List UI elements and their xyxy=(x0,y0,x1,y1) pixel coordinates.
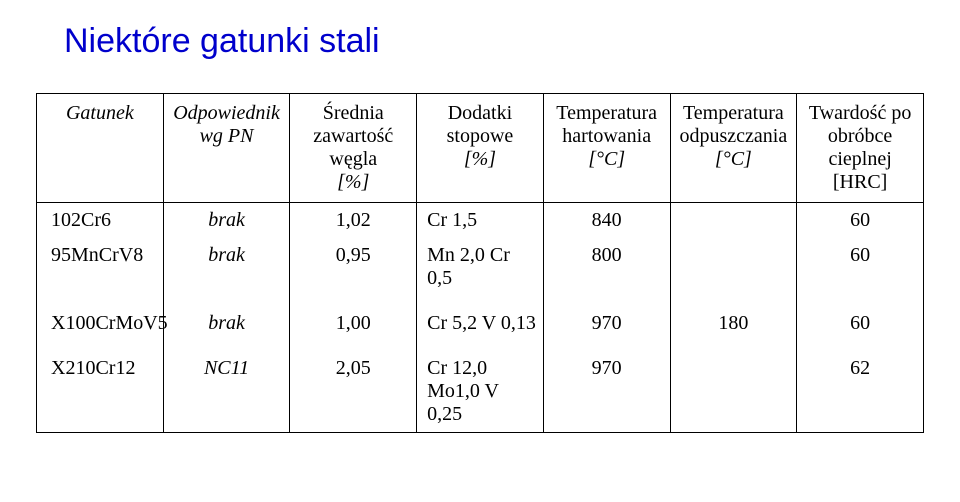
cell-wegiel: 0,95 xyxy=(290,238,417,296)
cell-wegiel: 1,00 xyxy=(290,306,417,341)
cell-dodatki: Mn 2,0 Cr 0,5 xyxy=(417,238,544,296)
cell-wegiel: 1,02 xyxy=(290,203,417,239)
cell-dodatki: Cr 12,0 Mo1,0 V 0,25 xyxy=(417,351,544,433)
cell-odp: brak xyxy=(163,238,290,296)
col-header-dodatki: Dodatki stopowe [%] xyxy=(417,94,544,203)
cell-wegiel: 2,05 xyxy=(290,351,417,433)
cell-tward: 60 xyxy=(797,238,924,296)
cell-odp: brak xyxy=(163,203,290,239)
table-spacer xyxy=(37,296,924,306)
table-spacer xyxy=(37,341,924,351)
cell-dodatki: Cr 1,5 xyxy=(417,203,544,239)
col-header-wegiel: Średnia zawartość węgla [%] xyxy=(290,94,417,203)
col-header-odpowiednik: Odpowiednik wg PN xyxy=(163,94,290,203)
col-header-thart: Temperatura hartowania [°C] xyxy=(543,94,670,203)
cell-thart: 970 xyxy=(543,306,670,341)
cell-gatunek: 102Cr6 xyxy=(37,203,164,239)
col-header-todp: Temperatura odpuszczania [°C] xyxy=(670,94,797,203)
cell-gatunek: 95MnCrV8 xyxy=(37,238,164,296)
cell-todp xyxy=(670,238,797,296)
table-row: X100CrMoV5 brak 1,00 Cr 5,2 V 0,13 970 1… xyxy=(37,306,924,341)
table-row: 95MnCrV8 brak 0,95 Mn 2,0 Cr 0,5 800 60 xyxy=(37,238,924,296)
cell-thart: 840 xyxy=(543,203,670,239)
table-row: X210Cr12 NC11 2,05 Cr 12,0 Mo1,0 V 0,25 … xyxy=(37,351,924,433)
cell-odp: NC11 xyxy=(163,351,290,433)
cell-todp xyxy=(670,351,797,433)
cell-tward: 62 xyxy=(797,351,924,433)
cell-thart: 800 xyxy=(543,238,670,296)
cell-gatunek: X210Cr12 xyxy=(37,351,164,433)
cell-dodatki: Cr 5,2 V 0,13 xyxy=(417,306,544,341)
cell-thart: 970 xyxy=(543,351,670,433)
cell-tward: 60 xyxy=(797,203,924,239)
page-title: Niektóre gatunki stali xyxy=(64,22,924,61)
steel-grades-table: Gatunek Odpowiednik wg PN Średnia zawart… xyxy=(36,93,924,433)
cell-odp: brak xyxy=(163,306,290,341)
cell-tward: 60 xyxy=(797,306,924,341)
table-row: 102Cr6 brak 1,02 Cr 1,5 840 60 xyxy=(37,203,924,239)
cell-todp xyxy=(670,203,797,239)
cell-gatunek: X100CrMoV5 xyxy=(37,306,164,341)
col-header-tward: Twardość po obróbce cieplnej [HRC] xyxy=(797,94,924,203)
cell-todp: 180 xyxy=(670,306,797,341)
col-header-gatunek: Gatunek xyxy=(37,94,164,203)
